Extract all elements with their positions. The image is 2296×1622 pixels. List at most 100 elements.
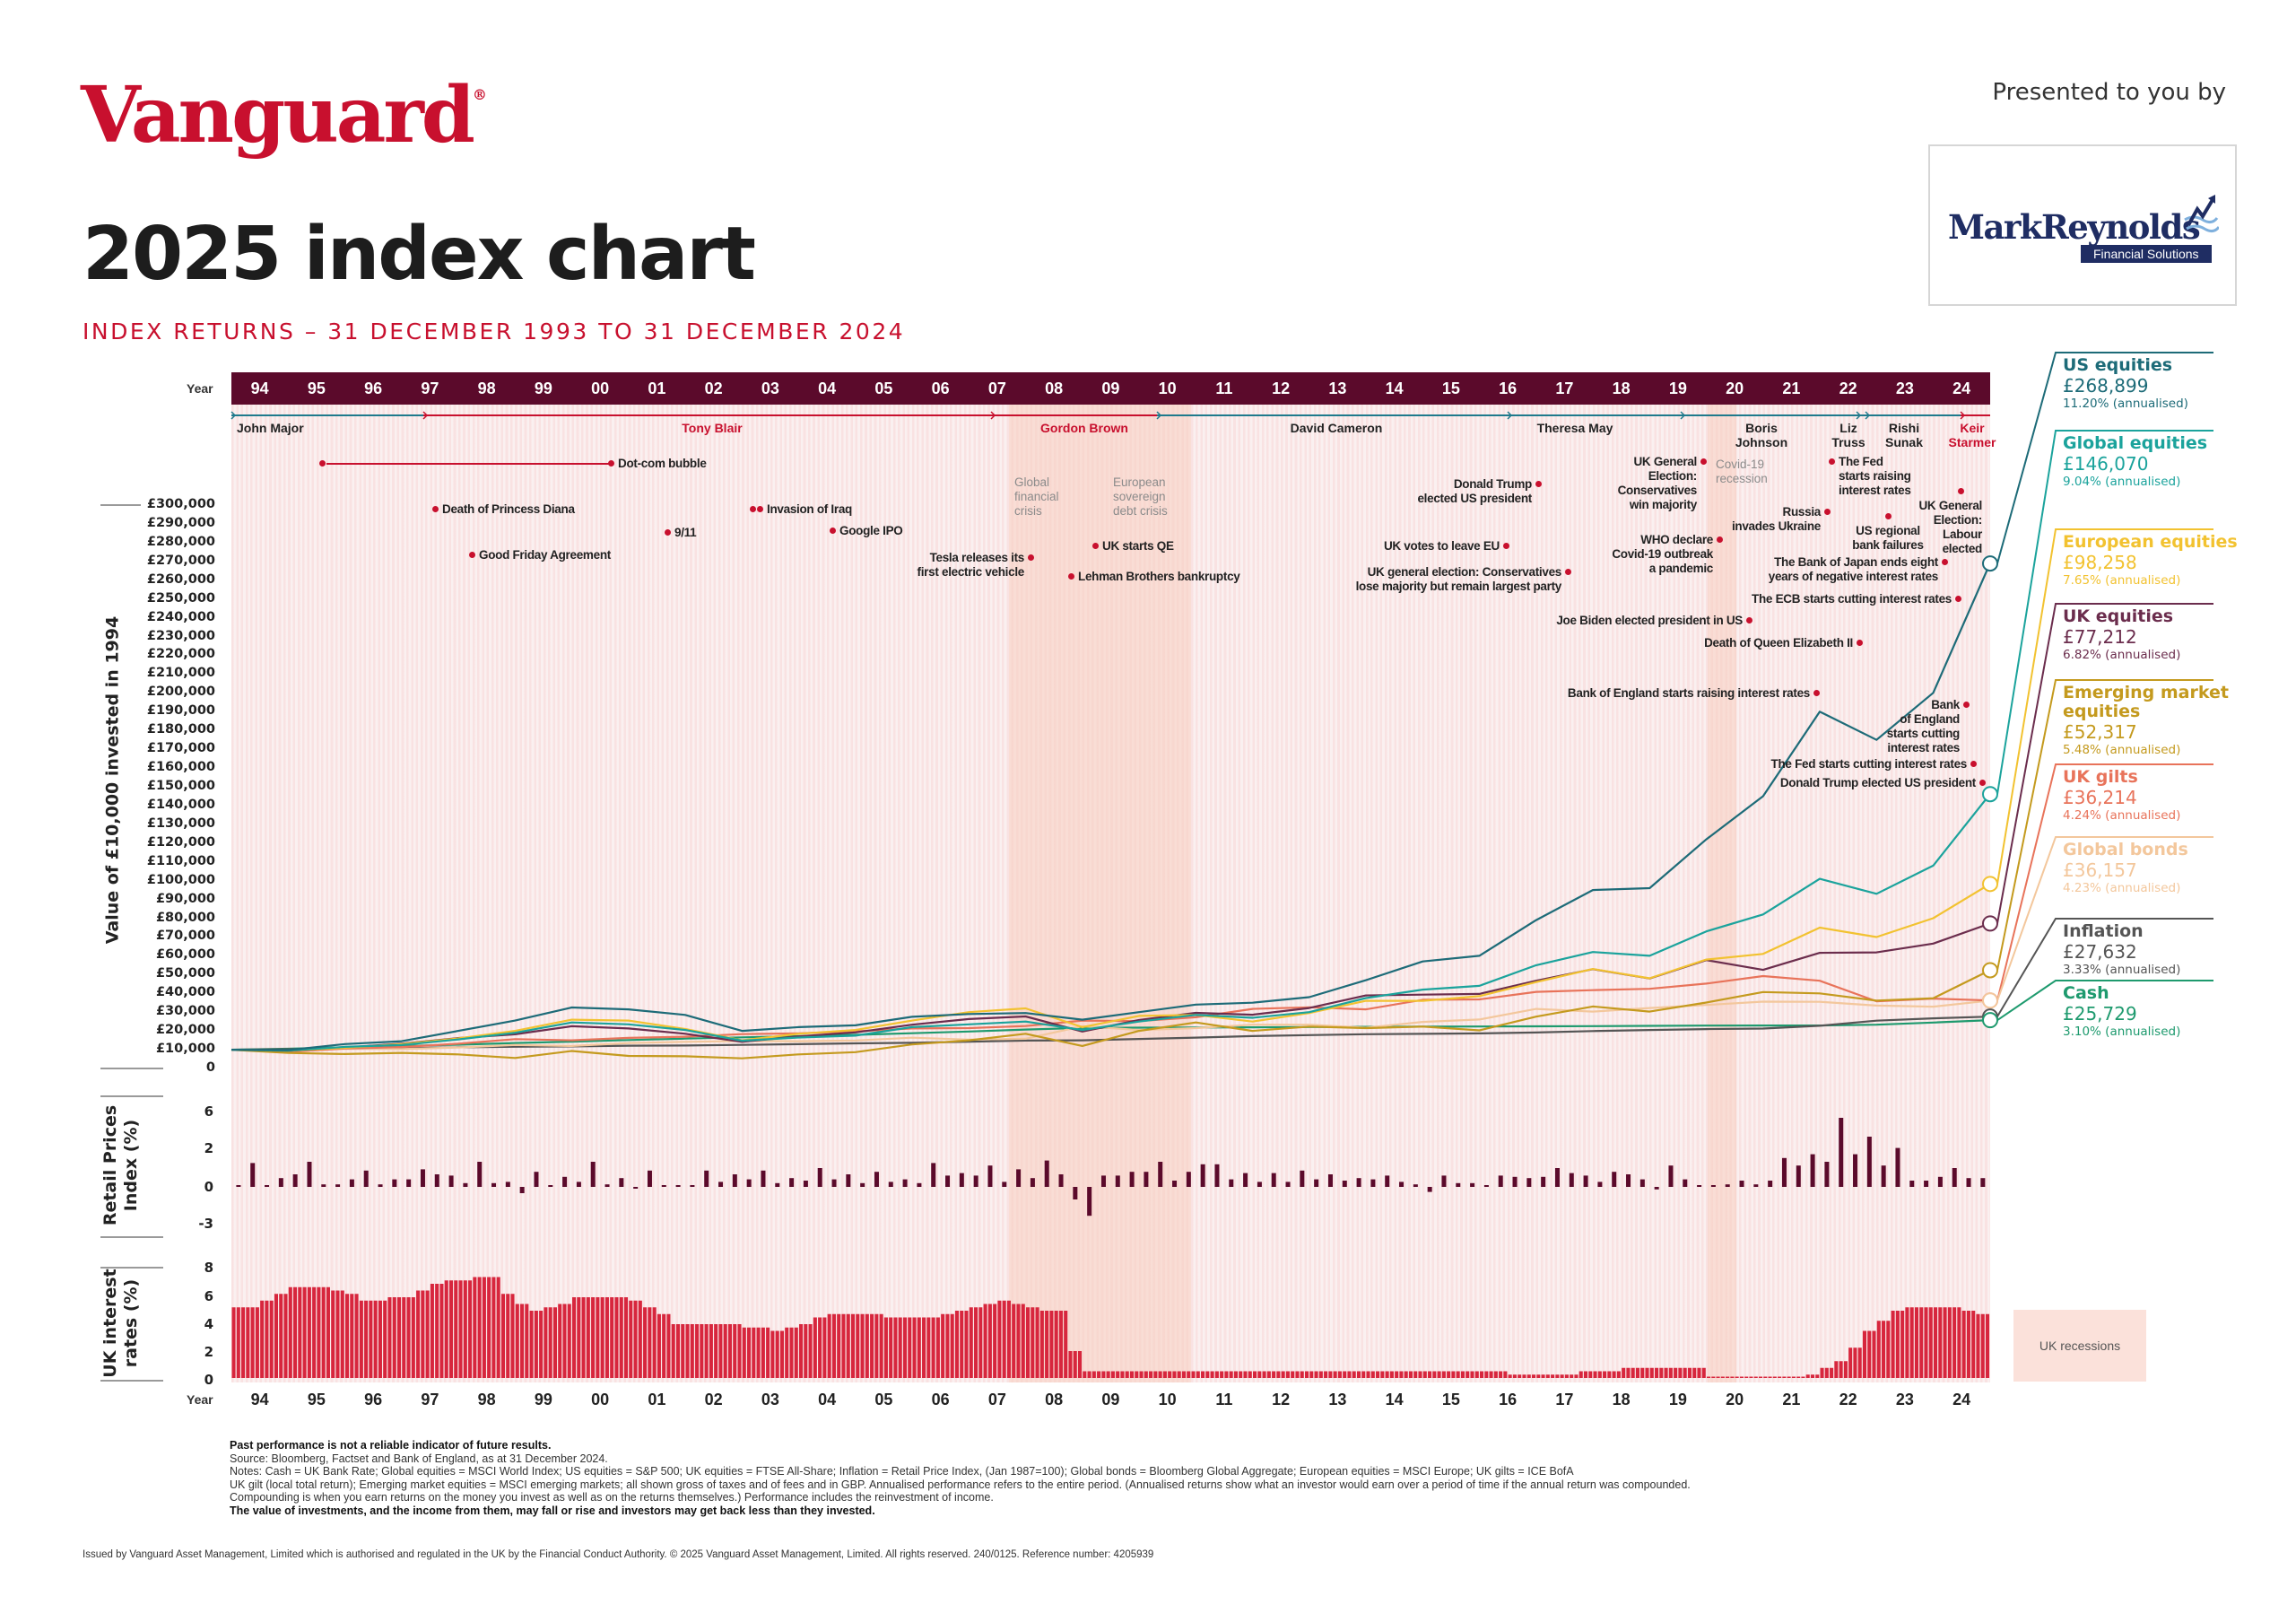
label-european-debt-crisis: European sovereign debt crisis bbox=[1113, 475, 1168, 518]
interest-rate-bar bbox=[742, 1327, 746, 1378]
legend-name: Global bonds bbox=[2063, 840, 2188, 859]
interest-rate-bar bbox=[1012, 1304, 1016, 1378]
series-line-global-equities bbox=[230, 793, 1991, 1052]
interest-rate-bar bbox=[1499, 1371, 1503, 1378]
rpi-bar bbox=[590, 1162, 596, 1187]
interest-rate-bar bbox=[883, 1317, 888, 1378]
interest-rate-bar bbox=[458, 1280, 463, 1378]
event-text: Google IPO bbox=[839, 524, 903, 537]
year-bar-label: 94 bbox=[250, 379, 269, 397]
rpi-bar bbox=[761, 1170, 766, 1187]
event-russia-ukraine: Russia invades Ukraine bbox=[1732, 505, 1831, 534]
year-bar-label: 18 bbox=[1612, 379, 1631, 397]
rate-tick: 0 bbox=[204, 1372, 213, 1388]
interest-rate-bar bbox=[874, 1313, 879, 1378]
interest-rate-bar bbox=[1064, 1311, 1068, 1378]
interest-rate-bar bbox=[241, 1307, 246, 1378]
rpi-bar bbox=[1526, 1178, 1532, 1187]
axis-rule bbox=[100, 1380, 163, 1382]
interest-rate-bar bbox=[898, 1317, 902, 1378]
interest-rate-bar bbox=[737, 1324, 742, 1378]
rpi-bar bbox=[307, 1162, 312, 1187]
interest-rate-bar bbox=[1726, 1376, 1730, 1378]
interest-rate-bar bbox=[1815, 1374, 1820, 1378]
rpi-bar bbox=[1285, 1182, 1291, 1187]
legend-connector-line bbox=[1996, 836, 2213, 1001]
interest-rate-bar bbox=[1395, 1371, 1399, 1378]
interest-rate-bar bbox=[922, 1317, 926, 1378]
rpi-bar bbox=[661, 1185, 666, 1187]
interest-rate-bar bbox=[643, 1307, 648, 1378]
interest-rate-bar bbox=[1612, 1371, 1616, 1378]
interest-rate-bar bbox=[779, 1330, 784, 1378]
interest-axis-title: UK interest rates (%) bbox=[100, 1269, 141, 1378]
interest-rate-bar bbox=[1961, 1311, 1966, 1378]
rpi-bar bbox=[846, 1174, 851, 1187]
legend-item: Inflation £27,632 3.33% (annualised) bbox=[2063, 922, 2180, 978]
event-9-11: 9/11 bbox=[665, 526, 697, 540]
legend-connector-line bbox=[1996, 430, 2213, 795]
rpi-bar bbox=[448, 1175, 454, 1187]
y-axis-title: Value of £10,000 invested in 1994 bbox=[102, 615, 123, 945]
event-invasion-of-iraq: Invasion of Iraq bbox=[750, 502, 852, 517]
interest-rate-bar bbox=[813, 1317, 817, 1378]
interest-rate-bar bbox=[978, 1307, 983, 1378]
interest-rate-bar bbox=[293, 1286, 298, 1378]
interest-rate-bar bbox=[416, 1290, 421, 1378]
rpi-bar bbox=[1271, 1173, 1276, 1187]
interest-rate-bar bbox=[435, 1284, 439, 1378]
interest-rate-bar bbox=[302, 1286, 307, 1378]
interest-rate-bar bbox=[1087, 1371, 1091, 1378]
interest-rate-bar bbox=[879, 1313, 883, 1378]
interest-rate-bar bbox=[439, 1284, 444, 1378]
interest-rate-bar bbox=[1073, 1351, 1077, 1378]
rpi-bar bbox=[1866, 1137, 1872, 1187]
interest-rate-bar bbox=[1934, 1307, 1938, 1378]
year-bar-label: 21 bbox=[1782, 379, 1801, 397]
rpi-tick: 2 bbox=[204, 1140, 213, 1156]
interest-rate-bar bbox=[1356, 1371, 1361, 1378]
interest-rate-bar bbox=[392, 1297, 396, 1378]
interest-rate-bar bbox=[473, 1277, 477, 1378]
legend-name: US equities bbox=[2063, 355, 2173, 375]
interest-rate-bar bbox=[761, 1327, 765, 1378]
interest-rate-bar bbox=[1181, 1371, 1187, 1378]
pm-boris-johnson: Boris Johnson bbox=[1735, 421, 1788, 449]
interest-rate-bar bbox=[614, 1297, 619, 1378]
rpi-bar bbox=[1385, 1175, 1390, 1187]
interest-rate-bar bbox=[1281, 1371, 1285, 1378]
interest-rate-bar bbox=[950, 1313, 954, 1378]
legend-name: European equities bbox=[2063, 532, 2238, 552]
interest-rate-bar bbox=[1603, 1371, 1607, 1378]
interest-rate-bar bbox=[1337, 1371, 1342, 1378]
rpi-bar bbox=[1100, 1175, 1106, 1187]
rpi-bar bbox=[1498, 1175, 1503, 1187]
year-axis-label: 96 bbox=[364, 1391, 383, 1408]
interest-rate-bar bbox=[1058, 1311, 1063, 1378]
rpi-bar bbox=[718, 1182, 724, 1187]
year-bar-label: 13 bbox=[1328, 379, 1347, 397]
rpi-bar bbox=[1399, 1182, 1405, 1187]
year-axis-label: 07 bbox=[987, 1391, 1006, 1408]
interest-rate-bar bbox=[1125, 1371, 1129, 1378]
event-trump-2024: Donald Trump elected US president bbox=[1780, 776, 1986, 790]
interest-rate-bar bbox=[1820, 1367, 1824, 1378]
interest-rate-bar bbox=[1162, 1371, 1167, 1378]
interest-rate-bar bbox=[945, 1313, 950, 1378]
interest-rate-bar bbox=[1541, 1374, 1545, 1378]
interest-rate-bar bbox=[387, 1297, 392, 1378]
rpi-tick: 0 bbox=[204, 1179, 213, 1195]
interest-rate-bar bbox=[364, 1300, 369, 1378]
rpi-bar bbox=[917, 1182, 922, 1187]
interest-rate-bar bbox=[941, 1313, 945, 1378]
interest-rate-bar bbox=[1526, 1374, 1531, 1378]
interest-rate-bar bbox=[1536, 1374, 1541, 1378]
interest-rate-bars bbox=[231, 1277, 1990, 1378]
rpi-bar bbox=[690, 1185, 695, 1187]
rpi-bar bbox=[1200, 1164, 1205, 1187]
event-us-regional-banks: US regional bank failures bbox=[1839, 508, 1937, 553]
pm-term-marker bbox=[1156, 411, 1162, 420]
interest-rate-bar bbox=[312, 1286, 317, 1378]
interest-rate-bar bbox=[544, 1307, 548, 1378]
legend-item: UK gilts £36,214 4.24% (annualised) bbox=[2063, 768, 2180, 824]
